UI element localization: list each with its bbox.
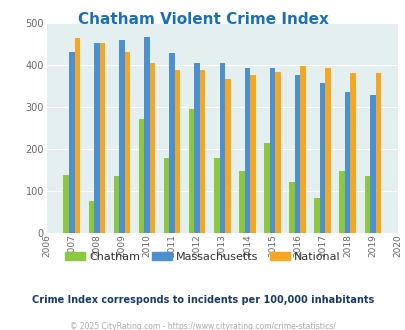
Bar xyxy=(324,68,330,233)
Bar xyxy=(113,176,119,233)
Text: © 2025 CityRating.com - https://www.cityrating.com/crime-statistics/: © 2025 CityRating.com - https://www.city… xyxy=(70,322,335,330)
Bar xyxy=(63,175,69,233)
Bar xyxy=(69,52,75,233)
Bar xyxy=(339,171,344,233)
Bar xyxy=(269,68,275,233)
Bar xyxy=(139,119,144,233)
Bar xyxy=(364,176,369,233)
Bar xyxy=(149,63,155,233)
Bar xyxy=(194,63,200,233)
Bar xyxy=(169,53,175,233)
Text: Crime Index corresponds to incidents per 100,000 inhabitants: Crime Index corresponds to incidents per… xyxy=(32,295,373,305)
Bar xyxy=(275,72,280,233)
Bar xyxy=(244,68,249,233)
Bar xyxy=(200,71,205,233)
Bar xyxy=(219,63,224,233)
Bar xyxy=(288,182,294,233)
Bar xyxy=(119,40,124,233)
Text: Chatham Violent Crime Index: Chatham Violent Crime Index xyxy=(77,12,328,26)
Bar xyxy=(313,198,319,233)
Bar xyxy=(213,158,219,233)
Bar xyxy=(124,52,130,233)
Bar xyxy=(369,95,375,233)
Bar xyxy=(294,76,300,233)
Bar xyxy=(249,75,255,233)
Bar xyxy=(350,73,355,233)
Bar xyxy=(300,66,305,233)
Bar xyxy=(88,201,94,233)
Bar xyxy=(144,37,149,233)
Bar xyxy=(264,143,269,233)
Bar xyxy=(375,73,380,233)
Bar xyxy=(344,92,350,233)
Bar xyxy=(99,43,105,233)
Bar xyxy=(164,158,169,233)
Bar xyxy=(75,38,80,233)
Bar xyxy=(188,109,194,233)
Bar xyxy=(175,71,180,233)
Legend: Chatham, Massachusetts, National: Chatham, Massachusetts, National xyxy=(61,248,344,267)
Bar xyxy=(224,79,230,233)
Bar xyxy=(239,171,244,233)
Bar xyxy=(94,43,99,233)
Bar xyxy=(319,83,324,233)
